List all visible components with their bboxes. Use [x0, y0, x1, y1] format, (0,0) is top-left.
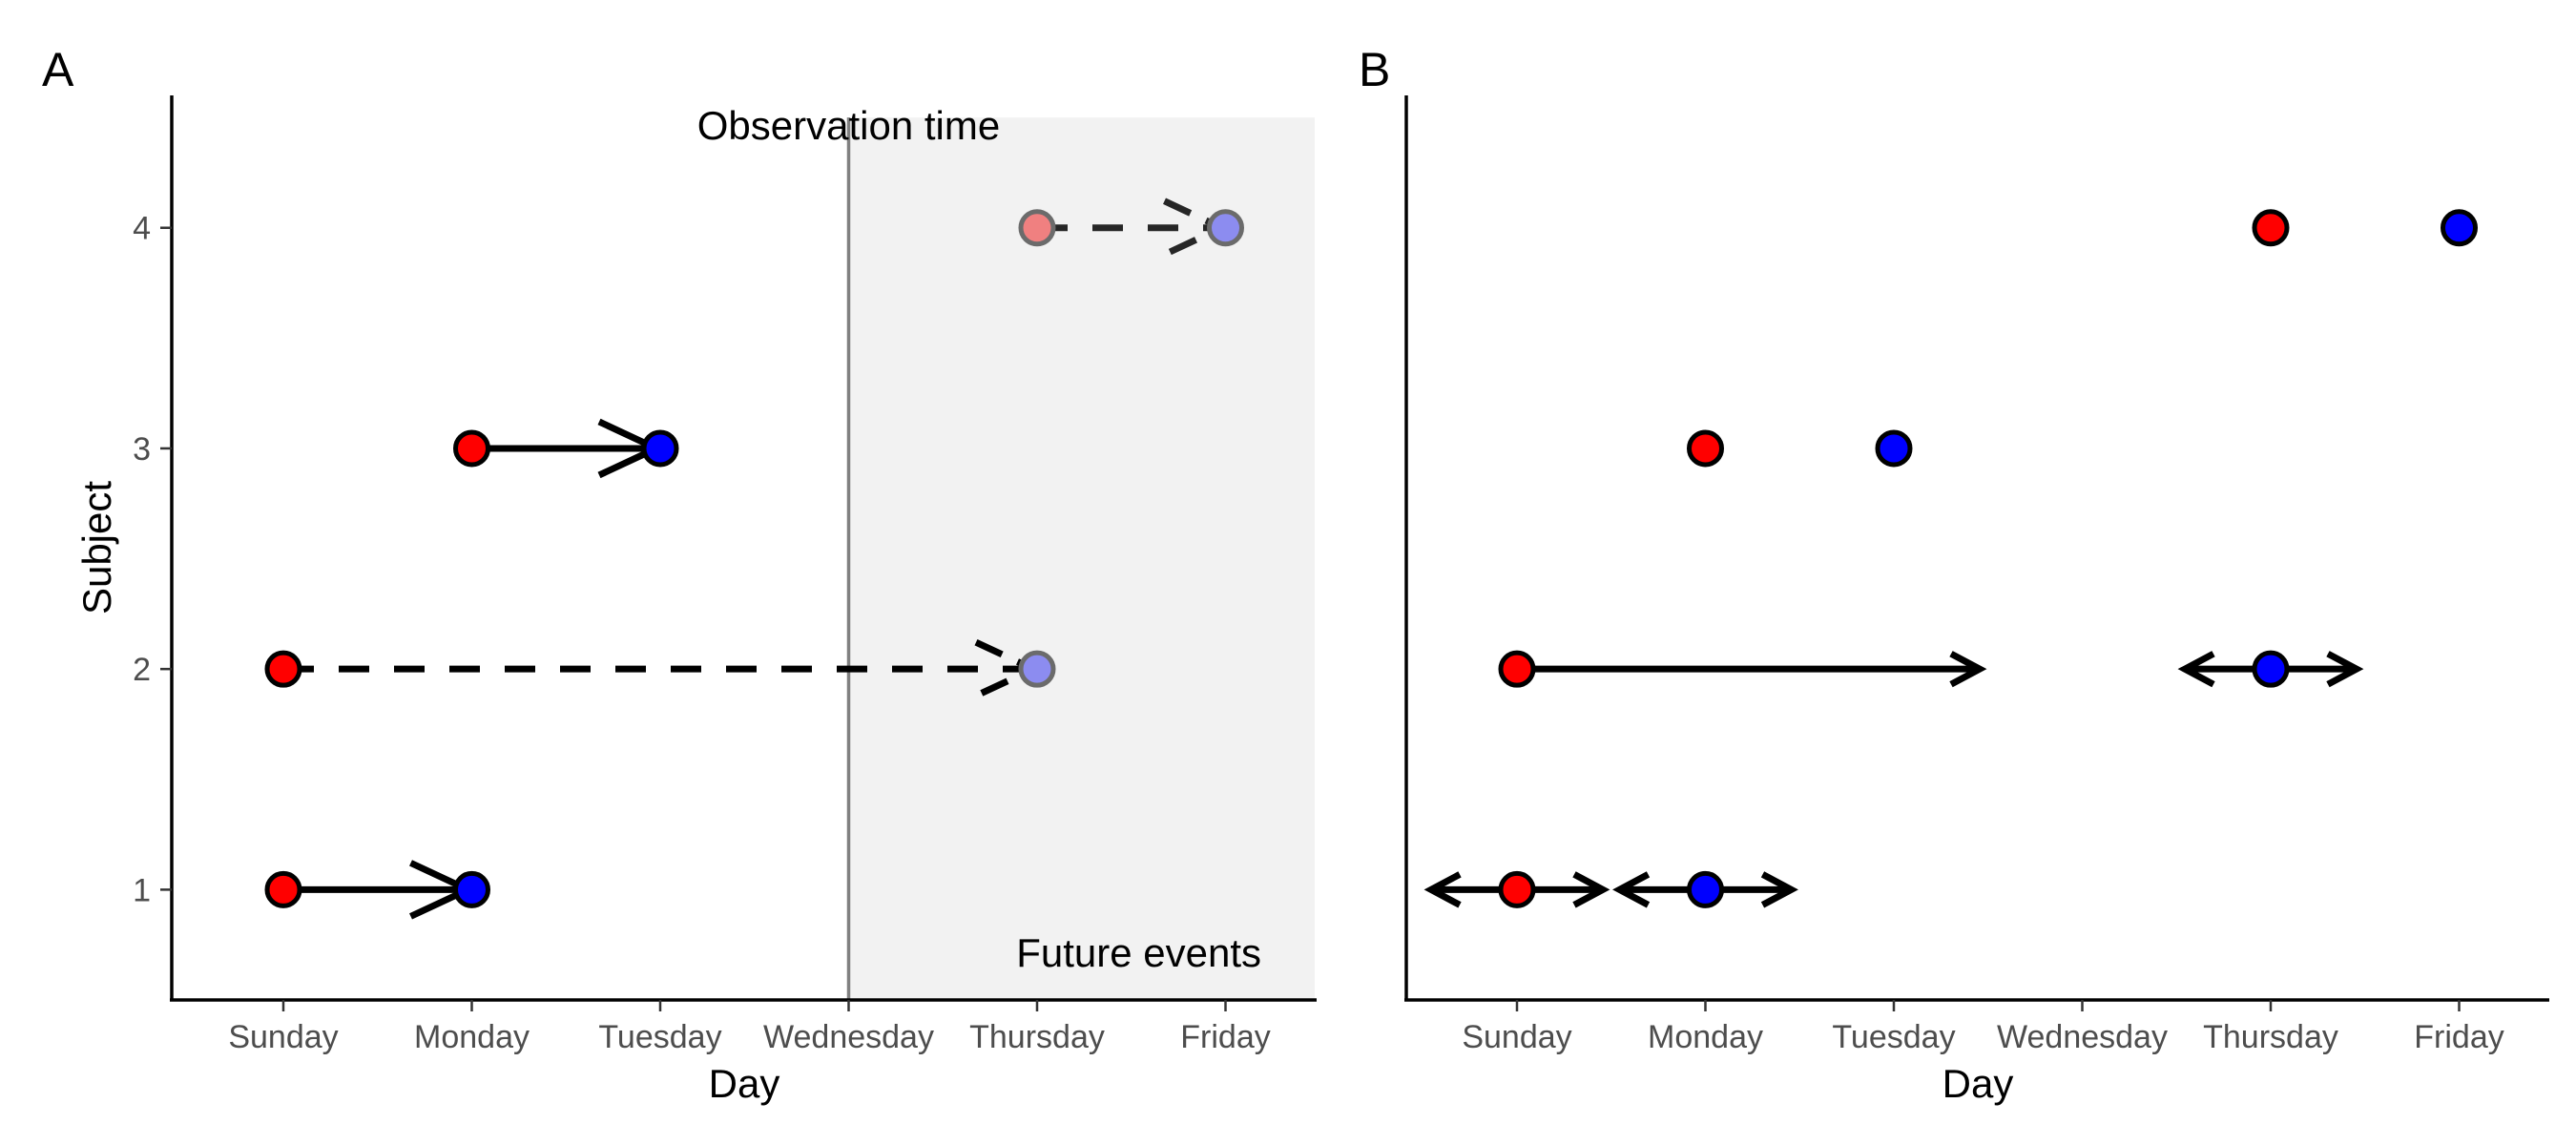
- x-tick-label: Sunday: [1462, 1019, 1571, 1055]
- start-point: [264, 650, 302, 688]
- panel-a: A Observation time Future events 1 2 3 4 Su…: [42, 43, 1317, 1106]
- x-axis-title: Day: [1942, 1061, 2014, 1106]
- end-point: [453, 870, 490, 908]
- start-point: [453, 429, 490, 468]
- x-tick-label: Sunday: [228, 1019, 338, 1055]
- end-point: [1207, 209, 1244, 247]
- end-point: [2441, 209, 2478, 247]
- x-tick-label: Monday: [1648, 1019, 1763, 1055]
- future-events-label: Future events: [1016, 930, 1261, 975]
- end-point: [2252, 650, 2290, 688]
- start-point: [1498, 870, 1536, 908]
- future-events-region: [848, 117, 1315, 1000]
- panel-b-arrows: [1423, 651, 2364, 908]
- y-ticks: 1 2 3 4: [133, 211, 172, 908]
- x-tick-label: Monday: [414, 1019, 530, 1055]
- panel-b: B Sunday Monday Tuesday Wednesday Thursday Fr…: [1359, 43, 2549, 1106]
- interval-head-right: [2326, 651, 2364, 688]
- end-point: [1018, 650, 1056, 688]
- observation-time-label: Observation time: [697, 103, 1000, 148]
- x-tick-label: Thursday: [969, 1019, 1105, 1055]
- x-ticks: Sunday Monday Tuesday Wednesday Thursday Frid…: [228, 1000, 1271, 1055]
- interval-head-right: [1760, 871, 1798, 908]
- x-tick-label: Friday: [1180, 1019, 1270, 1055]
- x-tick-label: Wednesday: [763, 1019, 934, 1055]
- interval-head-left: [1612, 871, 1651, 908]
- x-ticks: Sunday Monday Tuesday Wednesday Thursday Frid…: [1462, 1000, 2504, 1055]
- start-point: [264, 870, 302, 908]
- interval-head-right: [1949, 651, 1987, 688]
- start-point: [2252, 209, 2290, 247]
- x-axis-title: Day: [709, 1061, 780, 1106]
- start-point: [1018, 209, 1056, 247]
- y-tick-label: 3: [133, 431, 151, 468]
- panel-label-b: B: [1359, 43, 1390, 96]
- end-point: [1875, 429, 1913, 468]
- start-point: [1498, 650, 1536, 688]
- y-tick-label: 2: [133, 652, 151, 688]
- end-point: [1687, 870, 1724, 908]
- x-tick-label: Thursday: [2203, 1019, 2338, 1055]
- start-point: [1687, 429, 1724, 468]
- panel-label-a: A: [42, 43, 74, 96]
- x-tick-label: Wednesday: [1997, 1019, 2168, 1055]
- interval-head-left: [2177, 651, 2215, 688]
- y-axis-title: Subject: [74, 481, 119, 614]
- panel-b-points: [1498, 209, 2478, 908]
- panel-a-points: [264, 209, 1244, 908]
- x-tick-label: Tuesday: [1832, 1019, 1955, 1055]
- x-tick-label: Friday: [2414, 1019, 2503, 1055]
- interval-head-left: [1423, 871, 1462, 908]
- x-tick-label: Tuesday: [598, 1019, 721, 1055]
- end-point: [641, 429, 679, 468]
- y-tick-label: 1: [133, 872, 151, 908]
- y-tick-label: 4: [133, 211, 151, 247]
- interval-head-right: [1572, 871, 1610, 908]
